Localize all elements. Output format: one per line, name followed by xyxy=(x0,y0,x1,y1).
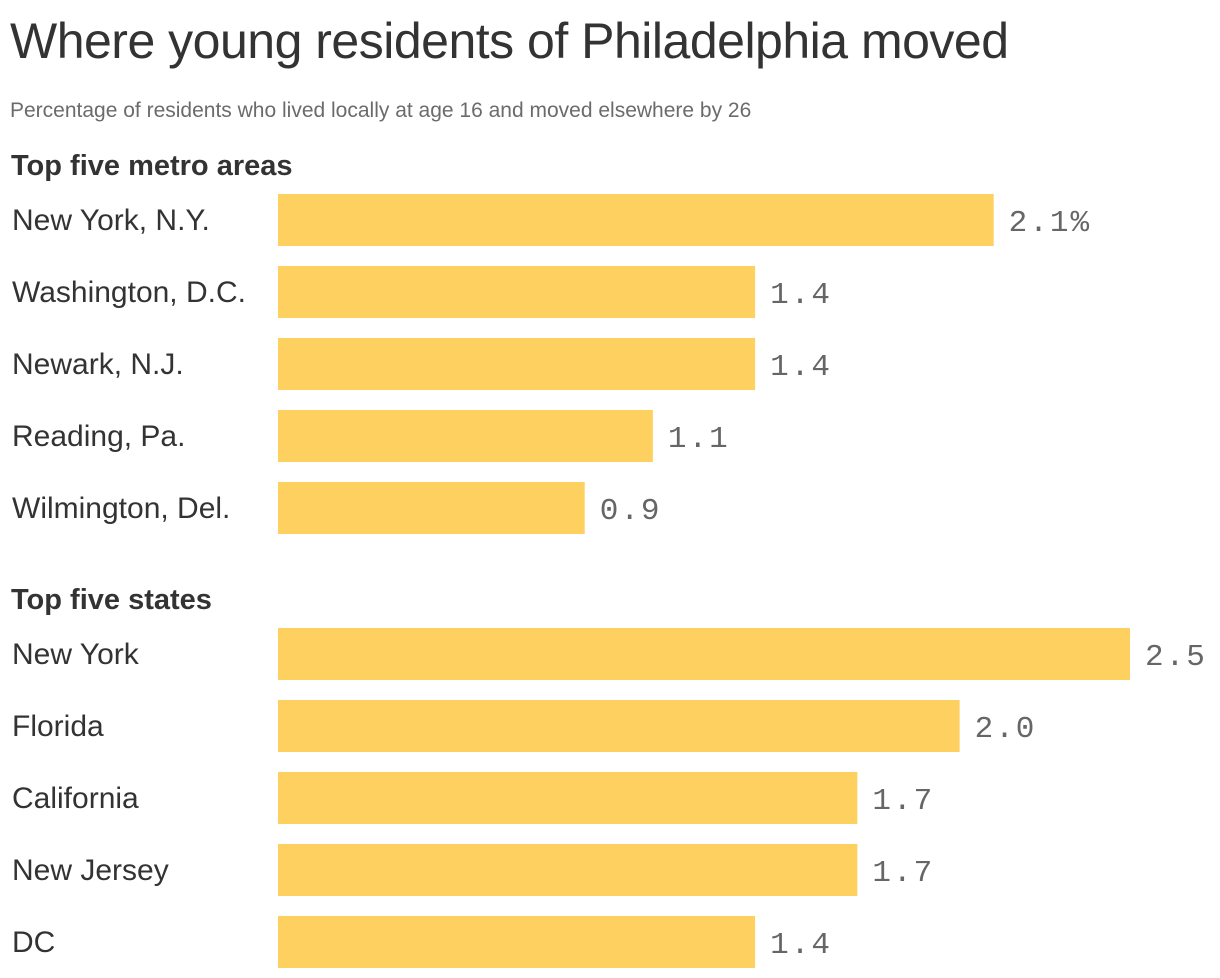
bar xyxy=(278,338,756,390)
value-label: 1.4 xyxy=(770,278,832,313)
bar xyxy=(278,482,585,534)
value-label: 2.0 xyxy=(975,712,1037,747)
value-label: 2.5 xyxy=(1145,640,1207,675)
category-label: Reading, Pa. xyxy=(12,420,185,453)
chart-subtitle: Percentage of residents who lived locall… xyxy=(10,99,752,122)
category-label: Florida xyxy=(12,710,104,743)
value-label: 1.4 xyxy=(770,928,832,963)
value-label: 0.9 xyxy=(600,494,662,529)
category-label: New Jersey xyxy=(12,854,169,887)
section-heading: Top five metro areas xyxy=(11,150,293,182)
category-label: Wilmington, Del. xyxy=(12,492,230,525)
bar xyxy=(278,700,960,752)
value-label: 1.7 xyxy=(872,784,934,819)
bar xyxy=(278,916,756,968)
value-label: 2.1% xyxy=(1009,206,1091,241)
value-label: 1.1 xyxy=(668,422,730,457)
category-label: California xyxy=(12,782,139,815)
value-label: 1.4 xyxy=(770,350,832,385)
section-heading: Top five states xyxy=(11,584,212,616)
chart-title: Where young residents of Philadelphia mo… xyxy=(10,13,1009,69)
category-label: DC xyxy=(12,926,55,959)
bar xyxy=(278,844,858,896)
bar xyxy=(278,628,1130,680)
bar xyxy=(278,266,756,318)
category-label: Newark, N.J. xyxy=(12,348,184,381)
value-label: 1.7 xyxy=(872,856,934,891)
category-label: New York xyxy=(12,638,140,671)
category-label: New York, N.Y. xyxy=(12,204,210,237)
bar xyxy=(278,194,994,246)
bar xyxy=(278,410,653,462)
category-label: Washington, D.C. xyxy=(12,276,246,309)
bar xyxy=(278,772,858,824)
